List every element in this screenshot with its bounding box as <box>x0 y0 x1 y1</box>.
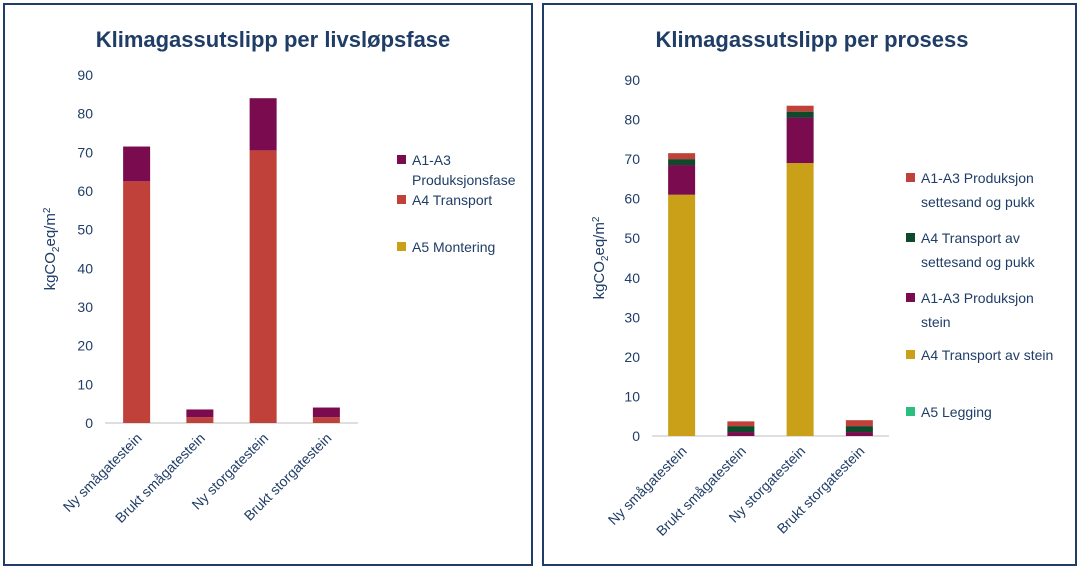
legend-label-a1-a3-produksjonsfase: A1-A3 Produksjonsfase <box>412 152 516 188</box>
legend-swatch-a1-a3-produksjonsfase <box>397 155 406 164</box>
y-tick-label: 70 <box>624 151 640 167</box>
y-axis-label: kgCO2eq/m2 <box>42 207 62 290</box>
bar-segment-a1-a3-produksjon-settesand-og-pukk <box>727 421 755 427</box>
y-tick-label: 90 <box>77 67 93 83</box>
y-tick-label: 0 <box>85 415 93 431</box>
y-tick-label: 30 <box>77 299 93 315</box>
bar-segment-a1-a3-produksjonsfase <box>123 146 151 182</box>
legend-swatch-a5-montering <box>397 242 406 251</box>
legend-swatch-a4-transport-av-stein <box>906 350 915 359</box>
chart-panel-livslopsfase: Klimagassutslipp per livsløpsfase 0 10 20 30… <box>3 3 533 566</box>
y-tick-label: 50 <box>624 230 640 246</box>
y-tick-label: 50 <box>77 222 93 238</box>
chart-prosess: Klimagassutslipp per prosess 0 10 20 30 40 50 6… <box>591 27 1053 539</box>
chart-title: Klimagassutslipp per livsløpsfase <box>96 27 451 52</box>
bar-segment-a4-transport-av-stein <box>668 194 696 436</box>
legend-label-a5-legging: A5 Legging <box>921 404 992 420</box>
legend-label-a1-a3-produksjon-stein: A1-A3 Produksjon stein <box>921 290 1034 330</box>
bar-segment-a4-transport <box>123 181 151 423</box>
y-tick-label: 10 <box>624 388 640 404</box>
y-tick-label: 20 <box>624 349 640 365</box>
legend-swatch-a1-a3-produksjon-stein <box>906 293 915 302</box>
bar-segment-a4-transport-av-settesand-og-pukk <box>727 426 755 433</box>
y-tick-label: 80 <box>77 106 93 122</box>
bar-segment-a4-transport-av-stein <box>786 163 814 437</box>
legend-label-a1-a3-produksjon-settesand-og-pukk: A1-A3 Produksjon settesand og pukk <box>921 170 1036 210</box>
y-axis-label: kgCO2eq/m2 <box>591 216 611 299</box>
bar-segment-a4-transport-av-settesand-og-pukk <box>668 159 696 166</box>
legend-swatch-a4-transport <box>397 195 406 204</box>
bar-segment-a1-a3-produksjon-settesand-og-pukk <box>786 105 814 112</box>
y-tick-label: 30 <box>624 309 640 325</box>
bar-segment-a4-transport-av-settesand-og-pukk <box>786 111 814 118</box>
y-tick-label: 20 <box>77 338 93 354</box>
bar-segment-a4-transport <box>186 417 214 423</box>
y-tick-label: 70 <box>77 144 93 160</box>
y-tick-label: 10 <box>77 376 93 392</box>
y-tick-label: 60 <box>77 183 93 199</box>
bar-segment-a4-transport <box>249 150 277 423</box>
chart-livslopsfase: Klimagassutslipp per livsløpsfase 0 10 20 30… <box>42 27 516 526</box>
y-tick-label: 90 <box>624 72 640 88</box>
bar-segment-a1-a3-produksjon-stein <box>845 432 873 436</box>
bar-segment-a1-a3-produksjonsfase <box>312 407 340 418</box>
y-tick-label: 40 <box>77 260 93 276</box>
legend-label-a4-transport-av-stein: A4 Transport av stein <box>921 347 1053 363</box>
chart-title: Klimagassutslipp per prosess <box>656 27 969 52</box>
legend-label-a4-transport: A4 Transport <box>412 192 492 208</box>
bar-segment-a4-transport-av-settesand-og-pukk <box>845 426 873 433</box>
bar-segment-a1-a3-produksjon-stein <box>786 117 814 164</box>
bar-segment-a1-a3-produksjonsfase <box>249 98 277 151</box>
bar-segment-a1-a3-produksjon-stein <box>668 165 696 195</box>
chart-panel-prosess: Klimagassutslipp per prosess 0 10 20 30 40 50 6… <box>542 3 1077 566</box>
legend-label-a5-montering: A5 Montering <box>412 239 495 255</box>
y-tick-label: 80 <box>624 112 640 128</box>
bar-segment-a4-transport <box>312 417 340 423</box>
legend-swatch-a5-legging <box>906 407 915 416</box>
y-tick-label: 60 <box>624 191 640 207</box>
bar-segment-a1-a3-produksjonsfase <box>186 409 214 418</box>
y-tick-label: 40 <box>624 270 640 286</box>
bar-segment-a1-a3-produksjon-settesand-og-pukk <box>668 153 696 160</box>
y-tick-label: 0 <box>632 428 640 444</box>
legend-swatch-a4-transport-av-settesand-og-pukk <box>906 233 915 242</box>
legend-swatch-a1-a3-produksjon-settesand-og-pukk <box>906 173 915 182</box>
bar-segment-a1-a3-produksjon-stein <box>727 432 755 436</box>
legend-label-a4-transport-av-settesand-og-pukk: A4 Transport av settesand og pukk <box>921 230 1036 270</box>
bar-segment-a1-a3-produksjon-settesand-og-pukk <box>845 420 873 427</box>
